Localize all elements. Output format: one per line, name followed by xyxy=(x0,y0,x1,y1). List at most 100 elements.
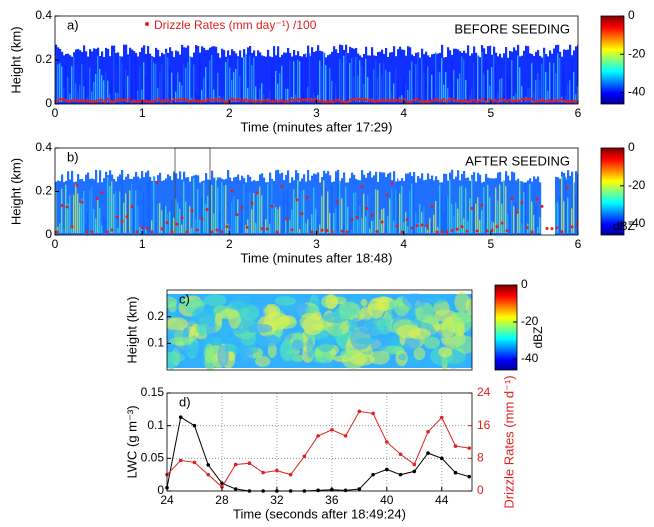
x-axis-label: Time (minutes after 17:29) xyxy=(241,119,393,134)
radar-pixels xyxy=(225,336,243,344)
radar-pixels xyxy=(200,217,204,221)
radar-pixels xyxy=(87,210,89,233)
radar-pixels xyxy=(355,215,359,219)
radar-pixels xyxy=(289,182,292,235)
radar-pixels xyxy=(255,355,271,367)
radar-pixels xyxy=(75,49,78,104)
radar-pixels xyxy=(545,72,547,102)
data-point xyxy=(330,427,334,432)
radar-pixels xyxy=(561,176,563,233)
radar-pixels xyxy=(515,50,518,104)
radar-pixels xyxy=(529,183,531,233)
radar-pixels xyxy=(253,192,255,233)
radar-pixels xyxy=(214,98,218,102)
radar-pixels xyxy=(405,211,407,233)
radar-pixels xyxy=(429,218,431,233)
radar-pixels xyxy=(370,98,374,102)
radar-pixels xyxy=(111,79,113,102)
radar-pixels xyxy=(491,178,494,235)
radar-pixels xyxy=(69,93,71,102)
radar-pixels xyxy=(451,203,453,233)
radar-pixels xyxy=(339,59,341,102)
radar-pixels xyxy=(407,46,410,104)
radar-pixels xyxy=(421,211,423,233)
radar-pixels xyxy=(135,190,137,233)
data-point xyxy=(247,461,252,466)
radar-pixels xyxy=(251,65,253,102)
radar-pixels xyxy=(127,97,131,101)
radar-pixels xyxy=(575,222,578,226)
radar-pixels xyxy=(283,52,286,104)
radar-pixels xyxy=(133,51,136,104)
radar-pixels xyxy=(526,97,530,101)
radar-pixels xyxy=(343,100,347,104)
radar-pixels xyxy=(139,178,142,235)
radar-pixels xyxy=(225,225,229,229)
radar-pixels xyxy=(269,223,271,233)
data-point xyxy=(233,487,238,491)
radar-pixels xyxy=(117,176,120,235)
radar-pixels xyxy=(569,175,572,235)
radar-pixels xyxy=(191,57,194,104)
radar-pixels xyxy=(397,49,400,104)
radar-pixels xyxy=(213,46,216,104)
radar-pixels xyxy=(457,78,459,102)
radar-pixels xyxy=(489,85,491,102)
radar-pixels xyxy=(550,99,554,103)
radar-pixels xyxy=(421,100,425,104)
radar-pixels xyxy=(255,181,258,235)
colorbar-tick-label: -40 xyxy=(628,216,646,230)
radar-pixels xyxy=(517,55,519,102)
radar-pixels xyxy=(281,172,284,235)
radar-pixels xyxy=(221,181,223,233)
radar-pixels xyxy=(223,50,226,104)
radar-pixels xyxy=(525,45,528,104)
radar-pixels xyxy=(501,77,503,102)
x-tick-label: 40 xyxy=(380,493,394,507)
radar-pixels xyxy=(75,183,79,187)
radar-pixels xyxy=(537,226,539,233)
radar-pixels xyxy=(421,58,423,102)
radar-pixels xyxy=(226,99,230,103)
radar-pixels xyxy=(228,309,241,329)
radar-pixels xyxy=(565,100,569,104)
x-tick-label: 36 xyxy=(325,493,339,507)
data-line xyxy=(166,416,470,492)
radar-pixels xyxy=(123,44,126,104)
radar-pixels xyxy=(229,67,231,102)
radar-pixels xyxy=(429,57,432,104)
radar-pixels xyxy=(117,92,119,102)
radar-pixels xyxy=(137,205,139,233)
radar-pixels xyxy=(447,196,449,233)
radar-pixels xyxy=(141,47,144,104)
radar-pixels xyxy=(533,55,536,104)
radar-pixels xyxy=(213,89,215,102)
radar-pixels xyxy=(569,44,572,104)
radar-pixels xyxy=(55,190,57,233)
radar-pixels xyxy=(82,99,86,103)
radar-pixels xyxy=(207,49,210,104)
radar-pixels xyxy=(510,197,514,201)
radar-pixels xyxy=(195,174,198,235)
radar-pixels xyxy=(333,46,336,104)
radar-pixels xyxy=(365,216,367,233)
radar-pixels xyxy=(565,186,569,190)
radar-pixels xyxy=(183,64,185,102)
radar-pixels xyxy=(315,174,318,235)
radar-pixels xyxy=(99,207,101,233)
radar-pixels xyxy=(195,93,197,102)
radar-pixels xyxy=(191,228,193,233)
radar-pixels xyxy=(329,68,331,102)
radar-pixels xyxy=(343,172,346,235)
radar-pixels xyxy=(365,206,369,210)
radar-pixels xyxy=(409,70,411,102)
radar-pixels xyxy=(231,201,233,233)
radar-pixels xyxy=(305,181,308,235)
radar-pixels xyxy=(529,87,531,102)
radar-pixels xyxy=(487,69,489,102)
radar-pixels xyxy=(499,79,501,102)
radar-pixels xyxy=(198,325,206,336)
radar-pixels xyxy=(219,210,221,233)
radar-pixels xyxy=(210,230,214,234)
radar-pixels xyxy=(99,170,102,235)
